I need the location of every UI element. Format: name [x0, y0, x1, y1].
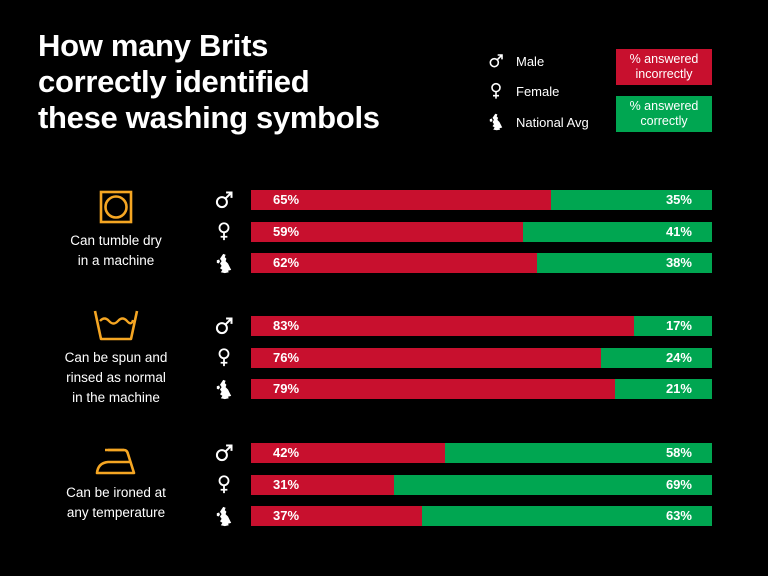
bar-value-incorrect: 37%: [273, 508, 300, 523]
bar-value-correct: 41%: [665, 223, 692, 239]
bar-value-correct: 24%: [665, 349, 692, 365]
female-icon: [213, 347, 235, 369]
bar-row-national: 62% 38%: [251, 253, 712, 273]
legend-correct-box: % answered correctly: [616, 96, 712, 132]
bar-row-male: 83% 17%: [251, 316, 712, 336]
bar-value-incorrect: 62%: [273, 255, 300, 270]
uk-map-icon: [486, 113, 506, 131]
group-label-line: Can be spun and: [64, 350, 168, 365]
legend-label-female: Female: [516, 83, 560, 99]
bar-value-incorrect: 83%: [273, 318, 300, 333]
title-line: How many Brits: [38, 28, 269, 63]
bar-value-correct: 63%: [665, 508, 692, 523]
uk-map-icon: [213, 505, 235, 527]
legend-label-national: National Avg: [516, 114, 589, 130]
legend-incorrect-box: % answered incorrectly: [616, 49, 712, 85]
wash-tub-symbol-icon: [93, 310, 139, 341]
bar-segment-correct: 21%: [615, 379, 712, 399]
female-icon: [213, 474, 235, 496]
bar-value-incorrect: 79%: [273, 381, 300, 396]
bar-segment-correct: 63%: [421, 506, 712, 526]
bar-value-incorrect: 65%: [273, 192, 300, 207]
bar-segment-incorrect: 37%: [251, 506, 422, 526]
bar-value-correct: 69%: [665, 476, 692, 492]
bar-segment-incorrect: 62%: [251, 253, 537, 273]
bar-segment-correct: 35%: [550, 190, 712, 210]
group-label-line: in the machine: [72, 390, 160, 405]
bar-segment-incorrect: 59%: [251, 221, 523, 242]
bar-row-male: 65% 35%: [251, 190, 712, 210]
bar-segment-correct: 69%: [393, 474, 712, 495]
bar-segment-correct: 41%: [522, 221, 712, 242]
female-icon: [213, 221, 235, 243]
bar-row-national: 79% 21%: [251, 379, 712, 399]
group-label-line: rinsed as normal: [66, 370, 166, 385]
uk-map-icon: [213, 252, 235, 274]
bar-value-incorrect: 31%: [273, 476, 300, 492]
bar-row-female: 31% 69%: [251, 474, 712, 495]
bar-value-correct: 17%: [665, 318, 692, 333]
group-label: Can tumble dry in a machine: [40, 231, 192, 271]
bar-value-correct: 35%: [665, 192, 692, 207]
legend-correct-line: % answered: [629, 99, 699, 113]
legend-correct-line: correctly: [640, 114, 688, 128]
bar-row-female: 76% 24%: [251, 347, 712, 368]
bar-segment-incorrect: 31%: [251, 474, 394, 495]
bar-value-correct: 58%: [665, 445, 692, 460]
male-icon: [213, 189, 235, 211]
iron-symbol-icon: [95, 448, 136, 475]
bar-segment-incorrect: 65%: [251, 190, 551, 210]
legend-item-male: Male: [486, 50, 544, 72]
legend-label-male: Male: [516, 53, 545, 69]
bar-value-incorrect: 42%: [273, 445, 300, 460]
group-label-line: Can be ironed at: [66, 485, 166, 500]
bar-segment-correct: 58%: [444, 443, 712, 463]
bar-segment-correct: 17%: [633, 316, 712, 336]
bar-segment-incorrect: 83%: [251, 316, 634, 336]
bar-value-correct: 38%: [665, 255, 692, 270]
male-icon: [486, 53, 506, 69]
group-label-line: Can tumble dry: [70, 233, 162, 248]
bar-segment-incorrect: 42%: [251, 443, 445, 463]
tumble-dry-symbol-icon: [99, 190, 133, 224]
legend-item-female: Female: [486, 80, 559, 102]
title-line: correctly identified: [38, 64, 310, 99]
bar-row-national: 37% 63%: [251, 506, 712, 526]
group-label-line: in a machine: [77, 253, 155, 268]
male-icon: [213, 442, 235, 464]
bar-value-correct: 21%: [665, 381, 692, 396]
group-label-line: any temperature: [66, 505, 166, 520]
bar-segment-correct: 24%: [601, 347, 712, 368]
bar-segment-incorrect: 76%: [251, 347, 602, 368]
male-icon: [213, 315, 235, 337]
bar-row-male: 42% 58%: [251, 443, 712, 463]
bar-segment-incorrect: 79%: [251, 379, 616, 399]
bar-value-incorrect: 59%: [273, 223, 300, 239]
bar-row-female: 59% 41%: [251, 221, 712, 242]
legend-item-national: National Avg: [486, 111, 589, 133]
chart-title: How many Brits correctly identified thes…: [38, 28, 438, 136]
group-label: Can be ironed at any temperature: [40, 483, 192, 523]
female-icon: [486, 82, 506, 100]
legend-incorrect-line: % answered: [629, 52, 699, 66]
legend-incorrect-line: incorrectly: [635, 67, 693, 81]
title-line: these washing symbols: [38, 100, 380, 135]
group-label: Can be spun and rinsed as normal in the …: [40, 348, 192, 408]
uk-map-icon: [213, 378, 235, 400]
bar-value-incorrect: 76%: [273, 349, 300, 365]
bar-segment-correct: 38%: [536, 253, 712, 273]
